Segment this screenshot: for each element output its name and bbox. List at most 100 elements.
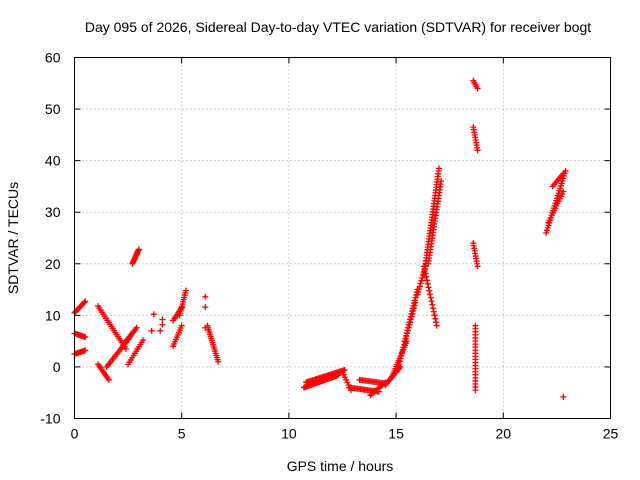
data-point: [405, 324, 412, 331]
plot-frame: [74, 57, 611, 419]
x-tick-label: 25: [603, 426, 619, 442]
data-point: [409, 308, 416, 315]
y-tick-label: 40: [45, 153, 61, 169]
data-point: [398, 352, 405, 359]
data-point: [122, 345, 129, 352]
data-point: [404, 327, 411, 334]
data-point: [202, 304, 209, 311]
data-point: [438, 178, 445, 185]
axis-ticks: [74, 57, 611, 419]
data-point: [82, 298, 89, 305]
data-point: [403, 332, 410, 339]
y-tick-label: 0: [53, 359, 61, 375]
data-point: [408, 311, 415, 317]
data-point: [82, 334, 89, 341]
data-point: [426, 287, 433, 294]
data-point: [150, 311, 157, 318]
data-point: [105, 376, 112, 383]
data-point: [133, 324, 140, 331]
data-point: [424, 280, 431, 287]
data-point: [403, 330, 410, 336]
x-tick-label: 5: [178, 426, 186, 442]
tick-labels: 0 5 10 15 20 25 -10 0 10 20 30 40 50 60: [40, 50, 618, 442]
data-point: [411, 297, 418, 304]
data-point: [400, 344, 407, 351]
data-point: [140, 337, 147, 344]
data-point: [414, 291, 421, 298]
data-point: [423, 273, 430, 280]
y-tick-label: 10: [45, 307, 61, 323]
x-tick-label: 20: [496, 426, 512, 442]
data-point: [472, 387, 479, 394]
data-point: [435, 165, 442, 172]
data-point: [416, 283, 423, 290]
data-point: [81, 299, 88, 306]
data-point: [202, 324, 209, 331]
y-tick-label: 60: [45, 50, 61, 66]
data-point: [411, 300, 418, 307]
data-point: [474, 147, 481, 154]
x-tick-label: 10: [281, 426, 297, 442]
data-point: [405, 321, 412, 328]
data-point: [422, 270, 429, 277]
x-axis-label: GPS time / hours: [287, 458, 394, 474]
data-point: [159, 316, 166, 323]
y-axis-label: SDTVAR / TECUs: [5, 182, 21, 294]
data-point: [215, 358, 222, 365]
y-tick-label: -10: [40, 411, 60, 427]
data-point: [429, 301, 436, 308]
data-point: [401, 338, 408, 345]
data-point: [135, 246, 142, 253]
data-point: [430, 308, 437, 315]
data-point: [425, 284, 432, 291]
data-point: [409, 305, 416, 312]
data-point: [433, 319, 440, 326]
data-point: [421, 266, 428, 273]
data-point: [420, 263, 427, 270]
data-point: [398, 349, 405, 356]
data-point: [416, 286, 423, 293]
grid-lines: [74, 57, 611, 419]
data-point: [428, 298, 435, 305]
x-tick-label: 0: [71, 426, 79, 442]
chart-title: Day 095 of 2026, Sidereal Day-to-day VTE…: [85, 19, 591, 35]
data-point: [474, 85, 481, 92]
data-point: [178, 322, 185, 329]
y-tick-label: 30: [45, 204, 61, 220]
data-point: [427, 291, 434, 298]
data-point: [415, 288, 422, 295]
data-point: [406, 319, 413, 326]
data-point: [423, 277, 430, 284]
data-point: [474, 263, 481, 270]
data-point: [560, 170, 567, 177]
data-point: [419, 274, 426, 281]
data-point: [182, 287, 189, 294]
data-point: [418, 277, 425, 284]
data-point: [433, 322, 440, 329]
data-point: [410, 302, 417, 309]
data-point: [407, 313, 414, 320]
data-point: [560, 393, 567, 400]
data-point: [560, 188, 567, 195]
data-point: [396, 358, 403, 365]
data-point: [407, 316, 414, 323]
data-point: [431, 312, 438, 319]
data-point: [432, 315, 439, 322]
data-points: [71, 77, 569, 400]
data-point: [397, 355, 404, 362]
data-point: [157, 327, 164, 334]
y-tick-label: 20: [45, 256, 61, 272]
data-point: [148, 327, 155, 334]
data-point: [395, 363, 402, 370]
data-point: [202, 293, 209, 300]
y-tick-label: 50: [45, 101, 61, 117]
data-point: [402, 335, 409, 342]
data-point: [159, 321, 166, 328]
data-point: [427, 294, 434, 301]
data-point: [430, 305, 437, 312]
data-point: [82, 347, 89, 354]
data-point: [399, 347, 406, 354]
data-point: [395, 361, 402, 368]
data-point: [417, 280, 424, 287]
